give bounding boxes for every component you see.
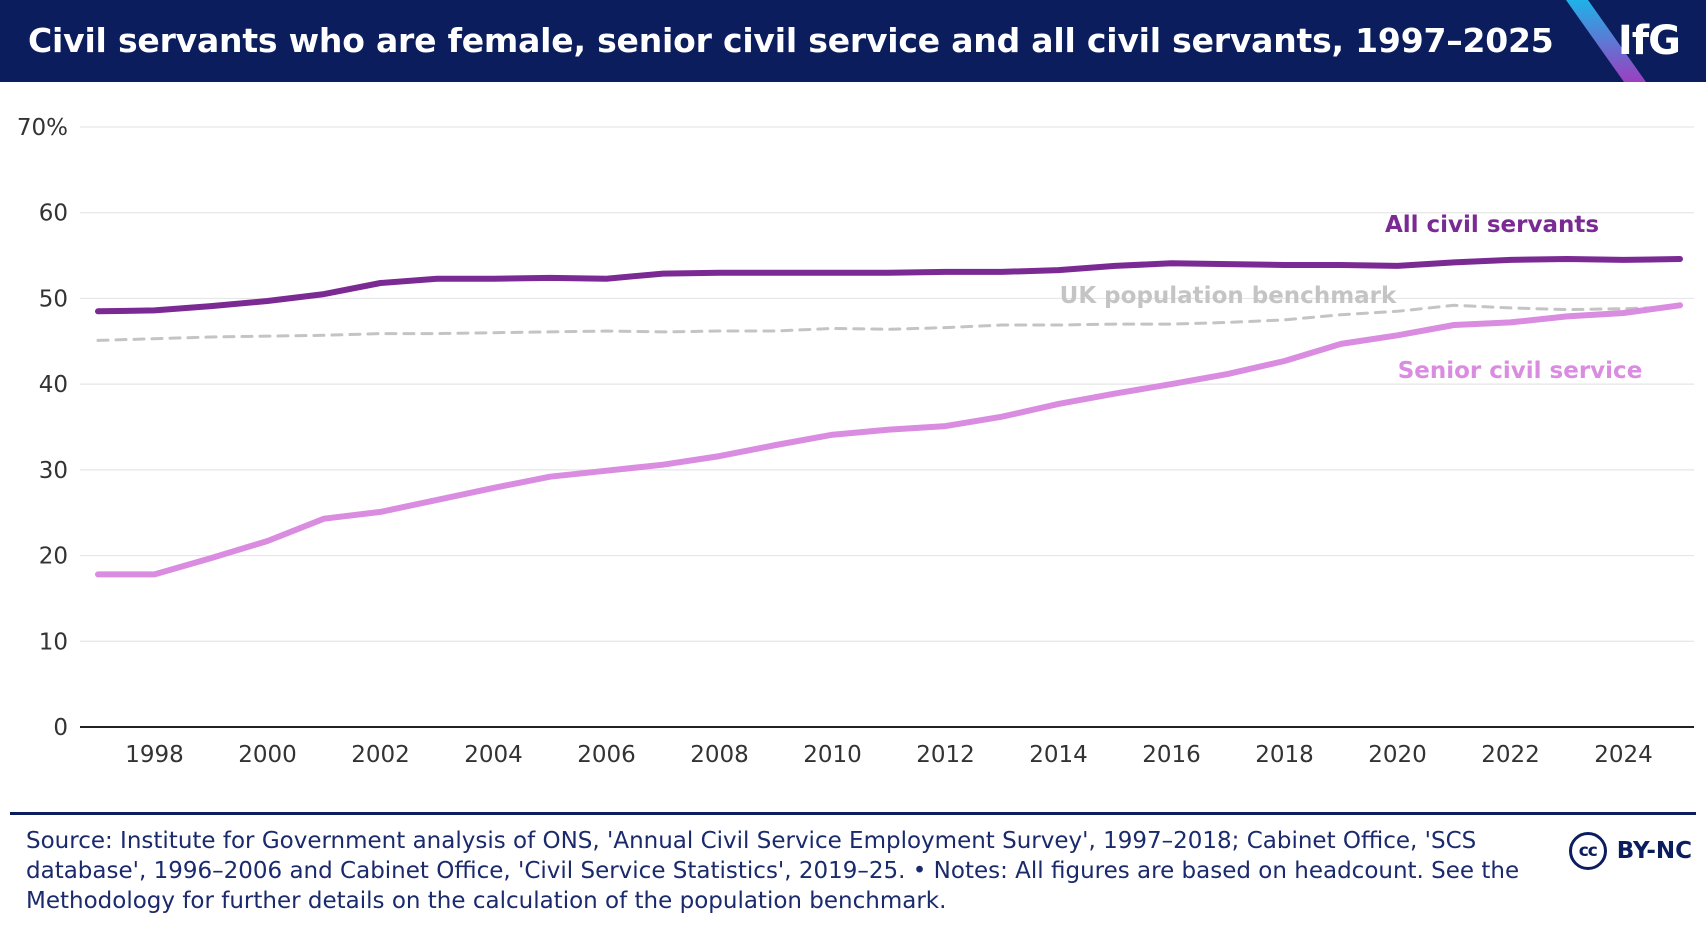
y-tick-label-10: 10	[39, 629, 68, 655]
y-tick-label-40: 40	[39, 372, 68, 398]
x-tick-label-2000: 2000	[238, 742, 297, 768]
source-note: Source: Institute for Government analysi…	[26, 828, 1520, 914]
ifg-logo-stripe	[1566, 0, 1646, 82]
ifg-logo: IfG	[1617, 18, 1681, 64]
cc-icon: cc	[1568, 832, 1607, 870]
series-label-all-civil-servants: All civil servants	[1385, 212, 1599, 238]
x-tick-label-2012: 2012	[916, 742, 975, 768]
x-tick-label-2014: 2014	[1029, 742, 1088, 768]
x-tick-label-2016: 2016	[1142, 742, 1201, 768]
line-chart: 0 10 20 30 40 50 60 70% 1998 2000 2002 2004 2006 200…	[17, 115, 1694, 768]
x-tick-label-2002: 2002	[351, 742, 410, 768]
gridlines	[80, 126, 1694, 642]
x-tick-label-2024: 2024	[1594, 742, 1653, 768]
x-tick-label-2020: 2020	[1368, 742, 1427, 768]
series-lines	[95, 256, 1683, 578]
license-text: BY-NC	[1616, 838, 1692, 864]
y-tick-label-70: 70%	[17, 115, 68, 141]
series-labels: All civil servants UK population benchma…	[1060, 212, 1643, 384]
series-line-senior-civil-service	[95, 302, 1683, 578]
x-tick-label-2006: 2006	[577, 742, 636, 768]
y-tick-label-20: 20	[39, 544, 68, 570]
series-line-all-civil-servants	[95, 256, 1683, 315]
x-tick-label-2010: 2010	[803, 742, 862, 768]
y-tick-label-0: 0	[53, 715, 68, 741]
x-tick-label-2022: 2022	[1481, 742, 1540, 768]
y-axis-ticks: 0 10 20 30 40 50 60 70%	[17, 115, 68, 741]
series-line-uk-population-benchmark	[96, 303, 1682, 342]
chart-header: Civil servants who are female, senior ci…	[0, 0, 1706, 82]
y-tick-label-50: 50	[39, 286, 68, 312]
y-tick-label-30: 30	[39, 458, 68, 484]
y-tick-label-60: 60	[39, 201, 68, 227]
x-tick-label-2008: 2008	[690, 742, 749, 768]
chart-title: Civil servants who are female, senior ci…	[28, 21, 1554, 60]
footer-divider	[10, 812, 1696, 815]
license-badge: cc BY-NC	[1568, 828, 1692, 874]
x-tick-label-2018: 2018	[1255, 742, 1314, 768]
x-tick-label-1998: 1998	[125, 742, 184, 768]
x-axis-ticks: 1998 2000 2002 2004 2006 2008 2010 2012 2014 2016…	[125, 742, 1653, 768]
x-tick-label-2004: 2004	[464, 742, 523, 768]
series-label-senior-civil-service: Senior civil service	[1398, 358, 1643, 384]
series-label-uk-population-benchmark: UK population benchmark	[1060, 283, 1397, 309]
